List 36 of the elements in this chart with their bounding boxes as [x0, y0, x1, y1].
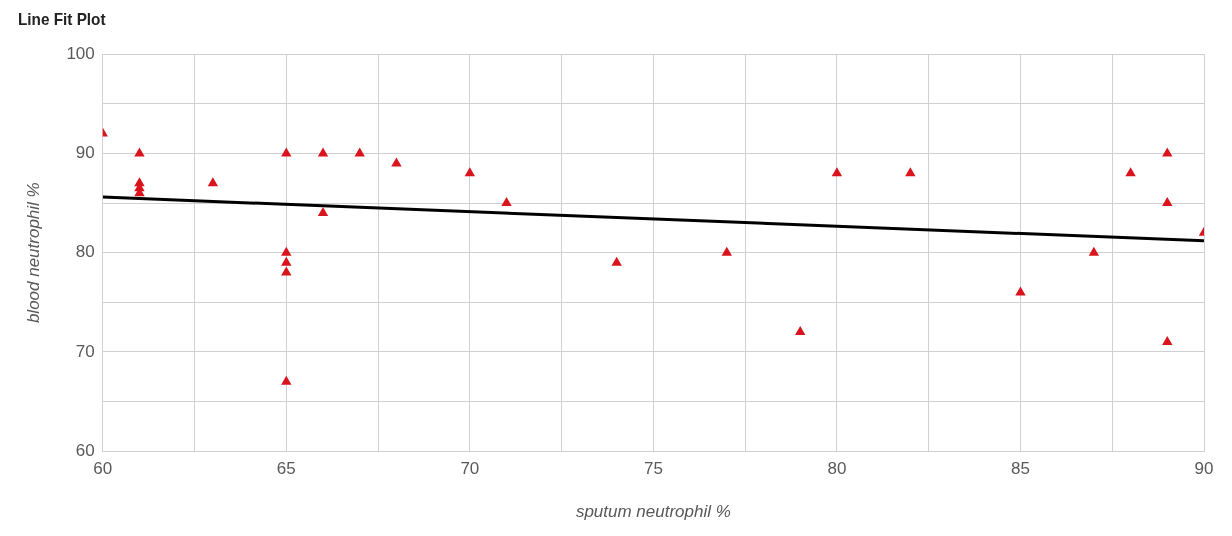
x-tick-label: 80: [827, 459, 847, 479]
x-tick-label: 75: [643, 459, 663, 479]
point: [281, 246, 292, 256]
x-axis-title: sputum neutrophil %: [575, 501, 731, 521]
x-tick-label: 85: [1011, 459, 1030, 479]
point: [134, 147, 145, 157]
point: [1162, 336, 1173, 346]
point: [1162, 197, 1173, 207]
point: [281, 266, 292, 276]
x-tick-label: 60: [93, 459, 113, 479]
point: [1125, 167, 1136, 177]
point: [1088, 246, 1100, 256]
point: [795, 326, 806, 336]
chart-title: Line Fit Plot: [18, 10, 106, 30]
point: [501, 197, 512, 207]
point: [281, 256, 292, 266]
point: [831, 167, 843, 177]
y-tick-label: 80: [75, 242, 95, 262]
point: [391, 157, 402, 167]
x-tick-label: 90: [1194, 459, 1214, 479]
point: [611, 256, 622, 266]
point: [317, 147, 329, 157]
y-tick-label: 100: [66, 43, 95, 63]
y-axis-title: blood neutrophil %: [23, 182, 43, 324]
x-tick-label: 65: [276, 459, 296, 479]
point: [721, 246, 732, 256]
point: [317, 207, 329, 216]
y-tick-label: 90: [75, 143, 95, 163]
y-tick-label: 60: [75, 440, 95, 460]
point: [905, 167, 916, 177]
point: [1015, 286, 1026, 296]
x-tick-label: 70: [460, 459, 480, 479]
point: [464, 167, 476, 177]
point: [207, 177, 219, 187]
point: [281, 375, 292, 385]
y-tick-label: 70: [75, 341, 95, 361]
